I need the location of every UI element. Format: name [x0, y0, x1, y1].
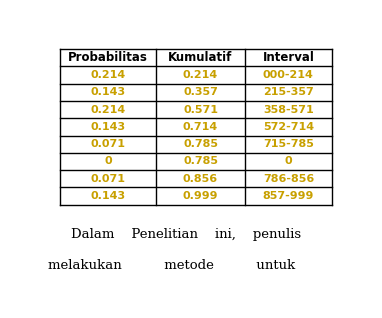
Text: 0.785: 0.785 [183, 139, 218, 149]
Text: 857-999: 857-999 [263, 191, 314, 201]
Text: Dalam    Penelitian    ini,    penulis: Dalam Penelitian ini, penulis [53, 228, 301, 240]
Text: Kumulatif: Kumulatif [168, 51, 233, 64]
Text: 0.214: 0.214 [90, 70, 126, 80]
Text: 0: 0 [285, 156, 292, 167]
Text: 215-357: 215-357 [263, 87, 314, 97]
Text: 0.357: 0.357 [183, 87, 218, 97]
Text: 0.785: 0.785 [183, 156, 218, 167]
Text: 0.143: 0.143 [91, 191, 126, 201]
Text: melakukan          metode          untuk: melakukan metode untuk [48, 259, 295, 273]
Text: 358-571: 358-571 [263, 105, 314, 115]
Text: 0.856: 0.856 [183, 174, 218, 184]
Text: 715-785: 715-785 [263, 139, 314, 149]
Text: Probabilitas: Probabilitas [68, 51, 148, 64]
Text: Interval: Interval [262, 51, 314, 64]
Text: 0.714: 0.714 [183, 122, 218, 132]
Text: 786-856: 786-856 [263, 174, 314, 184]
Text: 0.214: 0.214 [183, 70, 218, 80]
Text: 0.999: 0.999 [183, 191, 218, 201]
Text: 0: 0 [104, 156, 112, 167]
Text: 0.071: 0.071 [91, 174, 125, 184]
Text: 0.214: 0.214 [90, 105, 126, 115]
Text: 000-214: 000-214 [263, 70, 314, 80]
Text: 0.571: 0.571 [183, 105, 218, 115]
Text: 0.143: 0.143 [91, 87, 126, 97]
Text: 0.071: 0.071 [91, 139, 125, 149]
Text: 572-714: 572-714 [263, 122, 314, 132]
Text: 0.143: 0.143 [91, 122, 126, 132]
